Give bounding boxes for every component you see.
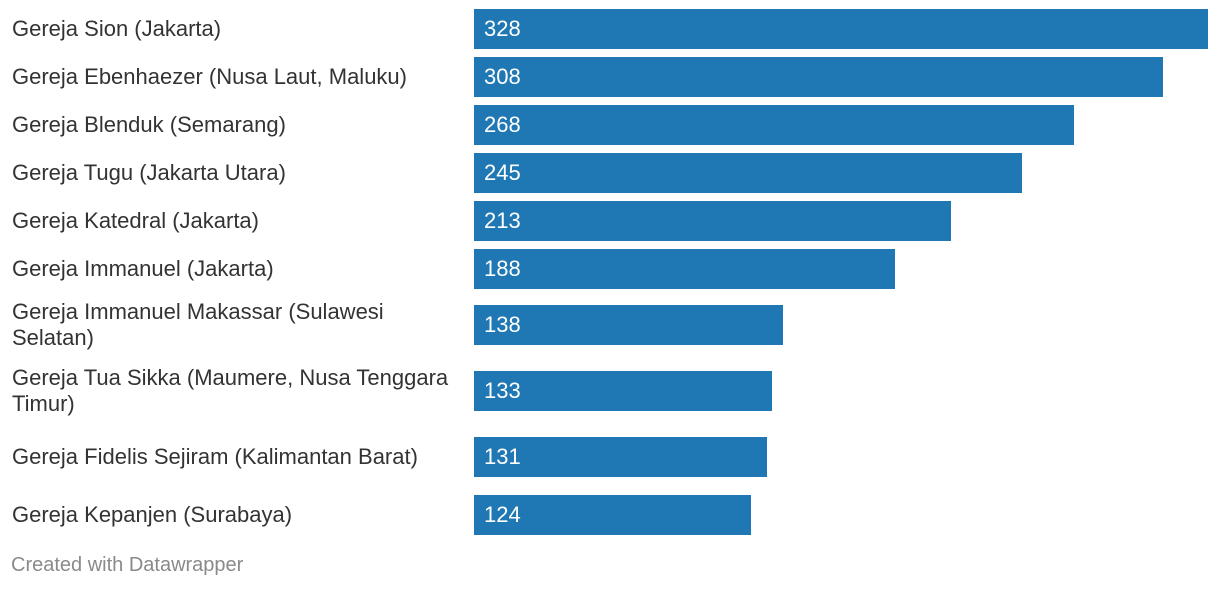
category-label: Gereja Fidelis Sejiram (Kalimantan Barat… <box>12 444 418 469</box>
bar: 328 <box>474 9 1208 49</box>
chart-credit: Created with Datawrapper <box>11 554 244 576</box>
category-label: Gereja Tugu (Jakarta Utara) <box>12 160 286 185</box>
category-label: Gereja Immanuel Makassar (Sulawesi Selat… <box>12 299 384 350</box>
category-label: Gereja Ebenhaezer (Nusa Laut, Maluku) <box>12 64 407 89</box>
category-label: Gereja Immanuel (Jakarta) <box>12 256 274 281</box>
bar-value-label: 124 <box>484 502 521 527</box>
category-label: Gereja Blenduk (Semarang) <box>12 112 286 137</box>
bar: 131 <box>474 437 767 477</box>
bar: 245 <box>474 153 1022 193</box>
bar: 124 <box>474 495 751 535</box>
category-label: Gereja Sion (Jakarta) <box>12 16 222 41</box>
category-label: Gereja Katedral (Jakarta) <box>12 208 259 233</box>
bar-value-label: 213 <box>484 208 521 233</box>
bar: 308 <box>474 57 1163 97</box>
bar-value-label: 328 <box>484 16 521 41</box>
bar-value-label: 268 <box>484 112 521 137</box>
bar-value-label: 308 <box>484 64 521 89</box>
bar-value-label: 138 <box>484 312 521 337</box>
category-label: Gereja Kepanjen (Surabaya) <box>12 502 293 527</box>
bar-value-label: 131 <box>484 444 521 469</box>
bar-value-label: 245 <box>484 160 521 185</box>
bar-value-label: 188 <box>484 256 521 281</box>
bar: 268 <box>474 105 1074 145</box>
bar: 213 <box>474 201 951 241</box>
bar: 133 <box>474 371 772 411</box>
category-label: Gereja Tua Sikka (Maumere, Nusa Tenggara… <box>12 365 449 416</box>
bar-value-label: 133 <box>484 378 521 403</box>
bar: 188 <box>474 249 895 289</box>
bar: 138 <box>474 305 783 345</box>
